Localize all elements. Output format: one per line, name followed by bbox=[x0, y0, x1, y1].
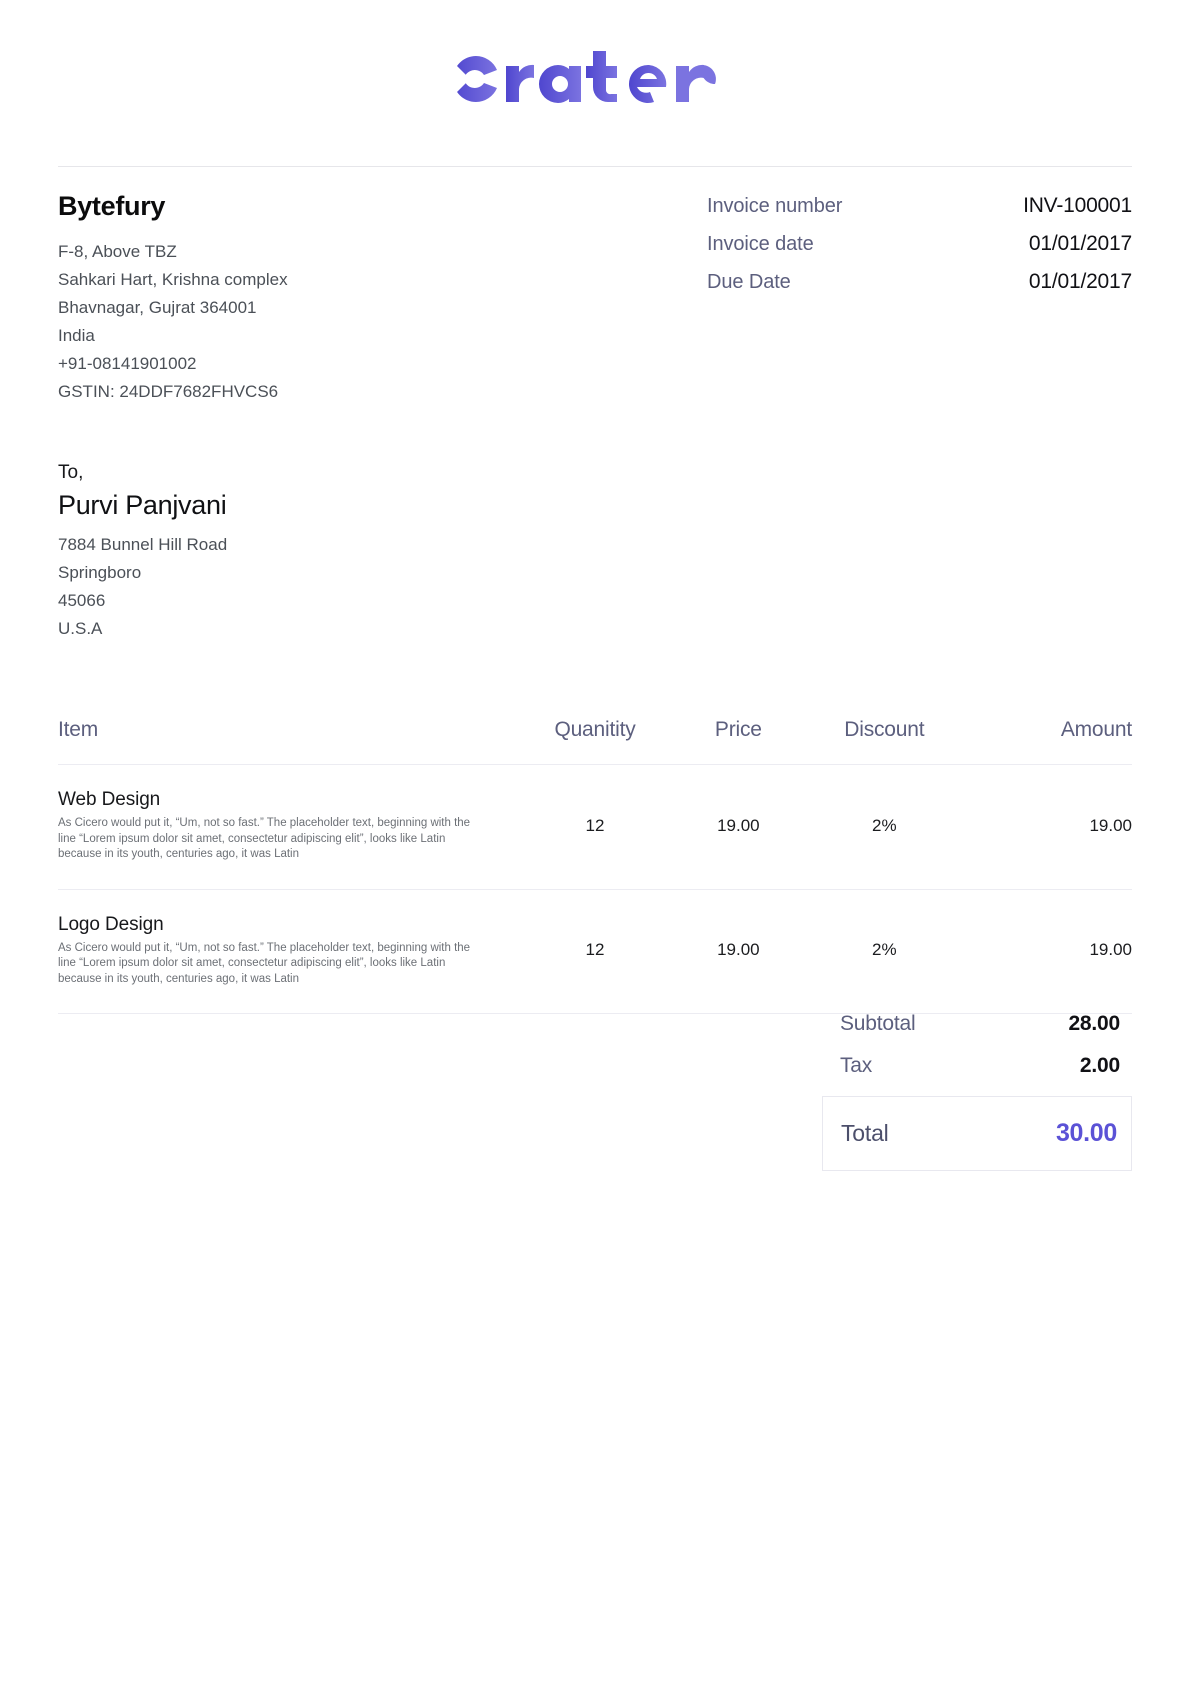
item-description: As Cicero would put it, “Um, not so fast… bbox=[58, 817, 471, 860]
company-address: F-8, Above TBZ Sahkari Hart, Krishna com… bbox=[58, 238, 288, 406]
cell-amount: 19.00 bbox=[1089, 815, 1132, 835]
bill-to-address-line: U.S.A bbox=[58, 619, 103, 639]
item-name: Logo Design bbox=[58, 913, 164, 935]
table-body: Web Design As Cicero would put it, “Um, … bbox=[58, 765, 1132, 1014]
total-label: Total bbox=[841, 1120, 889, 1146]
cell-discount: 2% bbox=[872, 940, 897, 960]
invoice-date-label: Invoice date bbox=[707, 233, 814, 255]
subtotal-value: 28.00 bbox=[1068, 1012, 1120, 1035]
invoice-date-row: Invoice date 01/01/2017 bbox=[707, 232, 1132, 256]
total-box: Total 30.00 bbox=[822, 1096, 1132, 1171]
bill-to-address: 7884 Bunnel Hill Road Springboro 45066 U… bbox=[58, 531, 227, 643]
invoice-header: Bytefury F-8, Above TBZ Sahkari Hart, Kr… bbox=[58, 191, 1132, 406]
bill-to-address-line: 45066 bbox=[58, 591, 106, 611]
due-date-row: Due Date 01/01/2017 bbox=[707, 270, 1132, 294]
due-date-label: Due Date bbox=[707, 271, 791, 293]
line-items-table: Item Quanitity Price Discount Amount Web… bbox=[58, 718, 1132, 1013]
table-header-row: Item Quanitity Price Discount Amount bbox=[58, 718, 1132, 765]
column-header-quantity: Quanitity bbox=[554, 718, 636, 741]
company-name: Bytefury bbox=[58, 191, 166, 221]
tax-row: Tax 2.00 bbox=[822, 1054, 1132, 1078]
company-address-line: Bhavnagar, Gujrat 364001 bbox=[58, 297, 257, 317]
company-address-line: Sahkari Hart, Krishna complex bbox=[58, 269, 288, 289]
total-value: 30.00 bbox=[1055, 1119, 1117, 1147]
header-divider bbox=[58, 166, 1132, 167]
tax-value: 2.00 bbox=[1079, 1054, 1120, 1077]
invoice-date-value: 01/01/2017 bbox=[1028, 232, 1132, 255]
cell-item: Logo Design As Cicero would put it, “Um,… bbox=[58, 889, 517, 1013]
item-description: As Cicero would put it, “Um, not so fast… bbox=[58, 941, 471, 985]
cell-amount: 19.00 bbox=[1089, 940, 1132, 960]
totals-section: Subtotal 28.00 Tax 2.00 Total 30.00 bbox=[822, 1012, 1132, 1171]
line-items-section: Item Quanitity Price Discount Amount Web… bbox=[58, 718, 1132, 1014]
cell-quantity: 12 bbox=[585, 815, 605, 835]
invoice-number-row: Invoice number INV-100001 bbox=[707, 194, 1132, 218]
company-phone: +91-08141901002 bbox=[58, 353, 197, 373]
column-header-price: Price bbox=[714, 718, 762, 741]
company-gstin: GSTIN: 24DDF7682FHVCS6 bbox=[58, 381, 279, 401]
column-header-item: Item bbox=[58, 718, 99, 741]
company-address-line: India bbox=[58, 325, 95, 345]
invoice-number-value: INV-100001 bbox=[1023, 194, 1132, 217]
invoice-meta: Invoice number INV-100001 Invoice date 0… bbox=[707, 194, 1132, 308]
table-bottom-divider bbox=[58, 1013, 1132, 1014]
invoice-number-label: Invoice number bbox=[707, 195, 843, 217]
bill-to-block: To, Purvi Panjvani 7884 Bunnel Hill Road… bbox=[58, 462, 227, 643]
column-header-amount: Amount bbox=[1060, 718, 1132, 741]
cell-discount: 2% bbox=[872, 815, 897, 835]
brand-logo bbox=[0, 0, 1190, 117]
crater-logo-icon bbox=[445, 51, 716, 103]
company-address-line: F-8, Above TBZ bbox=[58, 241, 177, 261]
table-head: Item Quanitity Price Discount Amount bbox=[58, 718, 1132, 765]
company-block: Bytefury F-8, Above TBZ Sahkari Hart, Kr… bbox=[58, 191, 288, 406]
item-name: Web Design bbox=[58, 789, 161, 810]
subtotal-label: Subtotal bbox=[840, 1012, 916, 1035]
bill-to-name: Purvi Panjvani bbox=[58, 490, 227, 520]
table-row: Logo Design As Cicero would put it, “Um,… bbox=[58, 889, 1132, 1013]
bill-to-label: To, bbox=[58, 462, 84, 483]
bill-to-address-line: 7884 Bunnel Hill Road bbox=[58, 535, 228, 555]
bill-to-address-line: Springboro bbox=[58, 563, 142, 583]
subtotal-row: Subtotal 28.00 bbox=[822, 1012, 1132, 1036]
cell-price: 19.00 bbox=[717, 940, 760, 960]
tax-label: Tax bbox=[840, 1054, 873, 1077]
due-date-value: 01/01/2017 bbox=[1028, 270, 1132, 293]
cell-item: Web Design As Cicero would put it, “Um, … bbox=[58, 765, 517, 890]
table-row: Web Design As Cicero would put it, “Um, … bbox=[58, 765, 1132, 890]
cell-quantity: 12 bbox=[585, 940, 605, 960]
column-header-discount: Discount bbox=[844, 718, 925, 741]
cell-price: 19.00 bbox=[717, 815, 760, 835]
